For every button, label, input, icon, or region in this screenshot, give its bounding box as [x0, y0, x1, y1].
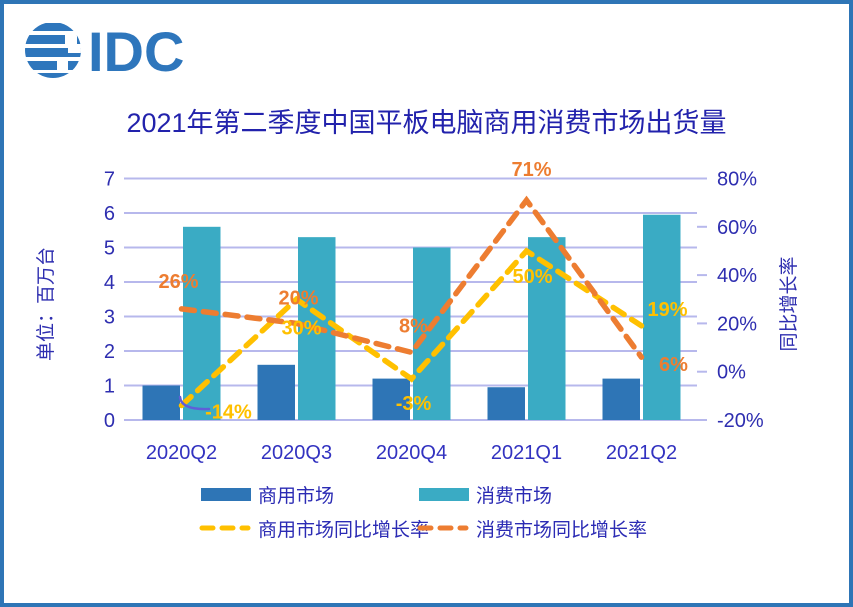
right-axis-ticks: -20% 0% 20% 40% 60% 80% — [697, 169, 764, 432]
idc-logo: IDC — [25, 20, 184, 80]
idc-logo-text: IDC — [88, 20, 184, 80]
bars-commercial — [142, 364, 640, 420]
growth-label: 19% — [647, 299, 687, 321]
legend-label-consumer-bar: 消费市场 — [476, 485, 553, 507]
svg-text:2020Q2: 2020Q2 — [146, 442, 217, 464]
svg-text:2: 2 — [104, 341, 115, 363]
svg-text:0: 0 — [104, 410, 115, 432]
idc-globe-icon — [25, 23, 81, 78]
svg-text:2021Q2: 2021Q2 — [606, 442, 677, 464]
svg-text:40%: 40% — [717, 265, 757, 287]
svg-text:5: 5 — [104, 238, 115, 260]
bar — [643, 214, 681, 420]
x-axis-labels: 2020Q2 2020Q3 2020Q4 2021Q1 2021Q2 — [146, 442, 677, 464]
data-labels-consumer: 26% 20% 8% 71% 6% — [158, 159, 688, 376]
svg-text:1: 1 — [104, 376, 115, 398]
bar — [602, 378, 640, 420]
axis-titles: 单位：百万台 同比增长率 — [35, 247, 800, 361]
growth-label: -3% — [396, 393, 432, 415]
bar — [372, 378, 410, 420]
svg-text:4: 4 — [104, 272, 115, 294]
svg-text:2021Q1: 2021Q1 — [491, 442, 562, 464]
annotation-swoosh — [178, 395, 211, 411]
bar — [487, 387, 525, 420]
growth-label: 50% — [512, 266, 552, 288]
legend-item-consumer-growth: 消费市场同比增长率 — [417, 517, 648, 541]
line-commercial-growth — [178, 247, 645, 409]
bar — [183, 226, 221, 420]
chart-title: 2021年第二季度中国平板电脑商用消费市场出货量 — [126, 108, 727, 138]
legend-item-consumer-bar: 消费市场 — [419, 483, 553, 507]
svg-text:3: 3 — [104, 307, 115, 329]
legend-swatch-commercial-bar — [201, 487, 251, 501]
right-axis-title: 同比增长率 — [778, 256, 800, 351]
data-labels-commercial: -14% 30% -3% 50% 19% — [205, 266, 688, 424]
bar — [257, 364, 295, 420]
bar — [413, 247, 451, 420]
annotations — [178, 395, 211, 411]
left-axis-ticks: 0 1 2 3 4 5 6 7 — [104, 169, 115, 433]
legend-label-consumer-growth: 消费市场同比增长率 — [476, 519, 648, 541]
svg-text:2020Q4: 2020Q4 — [376, 442, 447, 464]
legend-item-commercial-bar: 商用市场 — [201, 483, 335, 507]
line-consumer-growth — [178, 195, 645, 360]
bar — [142, 385, 180, 420]
growth-label: 26% — [158, 271, 198, 293]
legend-dash-consumer-growth — [417, 525, 469, 531]
svg-text:0%: 0% — [717, 362, 746, 384]
left-axis-title: 单位：百万台 — [35, 247, 57, 361]
svg-text:-20%: -20% — [717, 410, 764, 432]
svg-text:7: 7 — [104, 169, 115, 191]
growth-label: 20% — [278, 287, 318, 309]
legend-swatch-consumer-bar — [419, 487, 469, 501]
svg-text:2020Q3: 2020Q3 — [261, 442, 332, 464]
growth-label: 71% — [511, 159, 551, 181]
legend-label-commercial-growth: 商用市场同比增长率 — [258, 519, 430, 541]
legend-dash-commercial-growth — [199, 525, 251, 531]
growth-label: 6% — [659, 354, 688, 376]
svg-text:6: 6 — [104, 203, 115, 225]
growth-label: 30% — [281, 317, 321, 339]
growth-label: 8% — [399, 315, 428, 337]
legend-item-commercial-growth: 商用市场同比增长率 — [199, 517, 430, 541]
svg-text:60%: 60% — [717, 217, 757, 239]
growth-label: -14% — [205, 402, 252, 424]
bar — [528, 237, 566, 420]
legend-label-commercial-bar: 商用市场 — [258, 485, 335, 507]
svg-text:80%: 80% — [717, 169, 757, 191]
svg-text:20%: 20% — [717, 313, 757, 335]
